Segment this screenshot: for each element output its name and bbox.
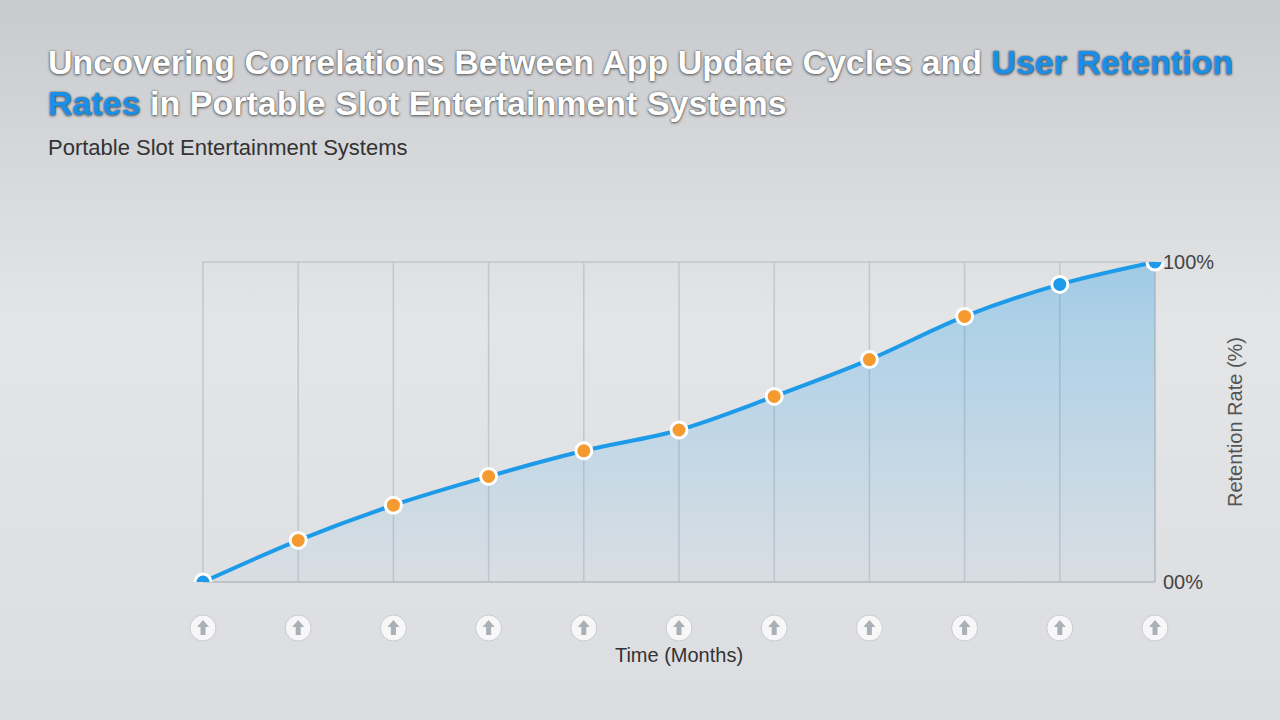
html-text:Portable Slot Entertainment Sy: Portable Slot Entertainment Systems	[48, 134, 408, 160]
svg-text:100%: 100%	[1163, 251, 1214, 273]
html-text:Uncovering Correlations Betwee: Uncovering Correlations Between App Upda…	[48, 43, 1234, 123]
svg-text:Time (Months): Time (Months)	[615, 644, 743, 666]
svg-text:Retention Rate (%): Retention Rate (%)	[1224, 337, 1246, 507]
svg-text:00%: 00%	[1163, 571, 1203, 593]
